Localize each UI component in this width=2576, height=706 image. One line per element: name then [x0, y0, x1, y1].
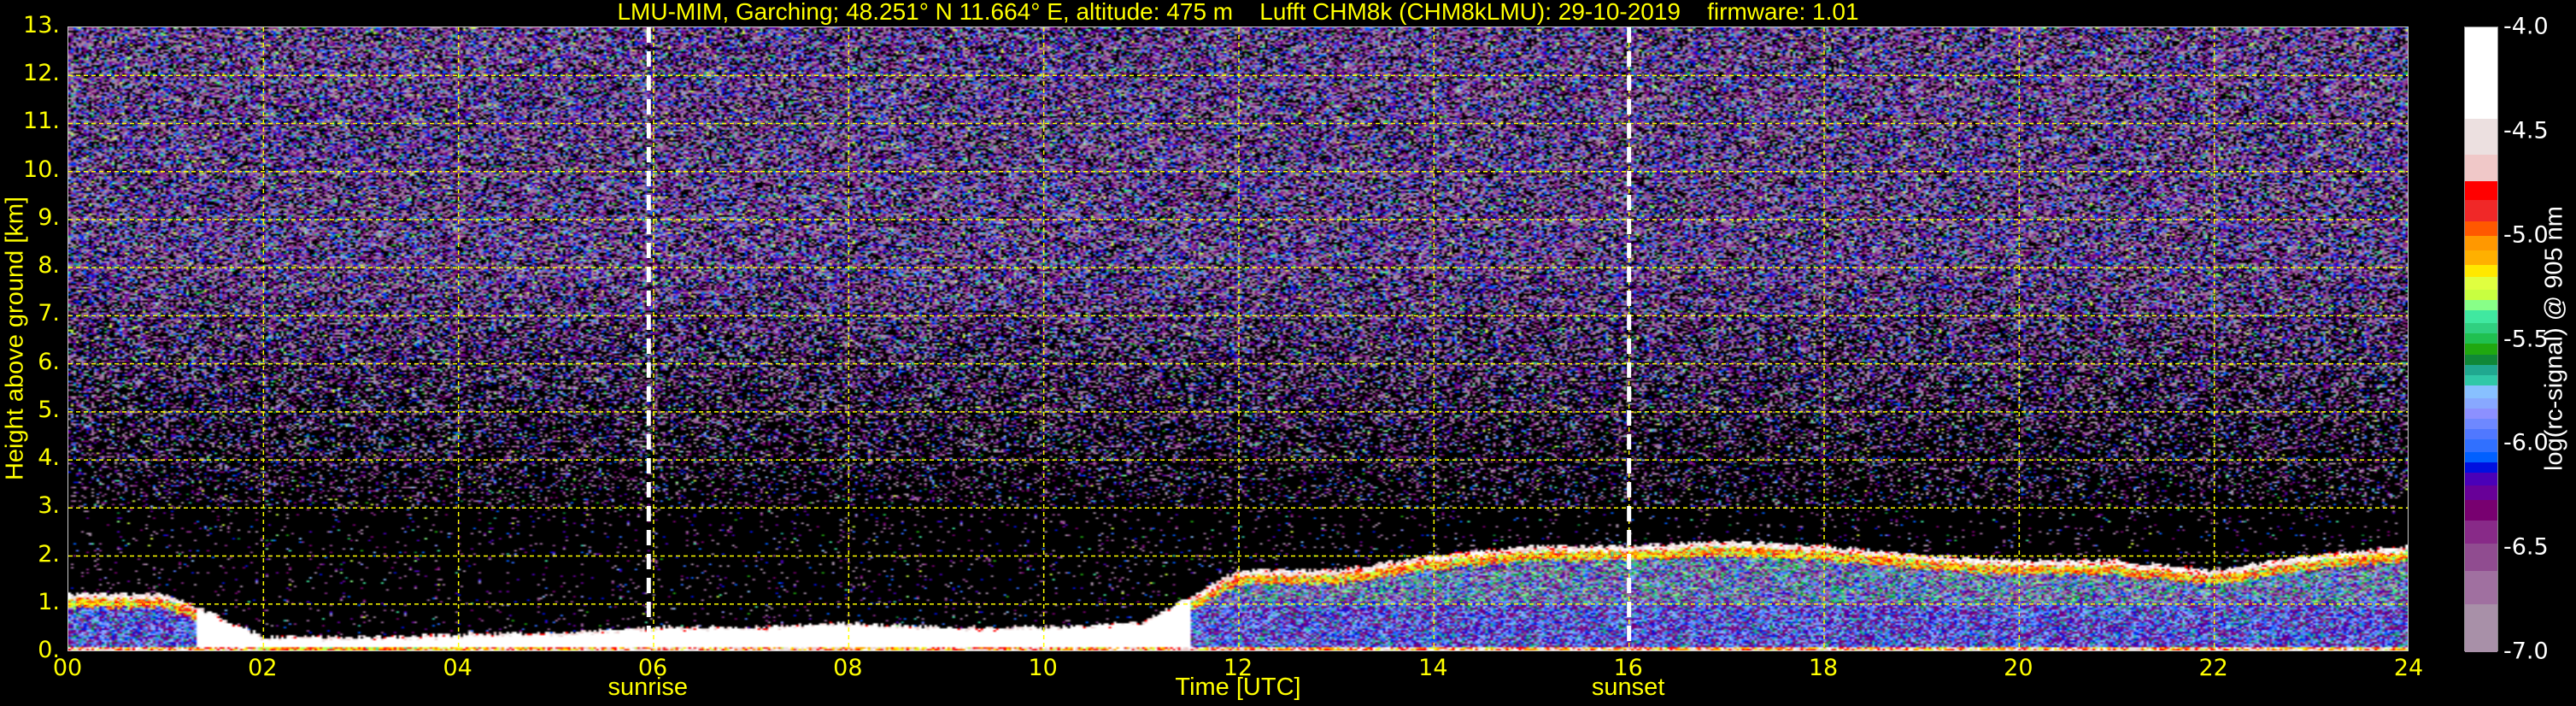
y-tick-label: 11.: [23, 108, 60, 135]
colorbar-segment: [2465, 300, 2497, 311]
colorbar-segment: [2465, 323, 2497, 334]
colorbar-tick-label: -4.5: [2503, 117, 2549, 144]
y-tick-label: 0.: [38, 637, 60, 663]
y-tick-label: 4.: [38, 444, 60, 472]
colorbar-segment: [2465, 473, 2497, 486]
y-axis-label: Height above ground [km]: [1, 196, 29, 481]
colorbar-segment: [2465, 419, 2497, 430]
colorbar-segment: [2465, 310, 2497, 324]
y-tick-label: 7.: [38, 300, 60, 327]
x-tick-label: 12: [1223, 655, 1253, 681]
y-tick-label: 9.: [38, 203, 60, 231]
colorbar-segment: [2465, 264, 2497, 278]
colorbar-segment: [2465, 27, 2497, 120]
colorbar-segment: [2465, 354, 2497, 366]
colorbar-segment: [2465, 462, 2497, 474]
x-tick-label: 20: [2004, 655, 2033, 681]
colorbar-tick-label: -6.0: [2503, 429, 2549, 456]
y-tick-label: 10.: [23, 156, 60, 183]
x-tick-label: 08: [833, 655, 863, 681]
colorbar-tick-label: -7.0: [2503, 638, 2549, 665]
x-tick-label: 22: [2198, 655, 2228, 681]
colorbar-tick-label: -4.0: [2503, 13, 2549, 40]
colorbar-segment: [2465, 439, 2497, 453]
y-tick-label: 2.: [38, 540, 60, 568]
y-tick-label: 13.: [23, 12, 60, 38]
colorbar-segment: [2465, 374, 2497, 386]
x-tick-label: 16: [1613, 655, 1643, 681]
colorbar-segment: [2465, 544, 2497, 572]
y-tick-label: 6.: [38, 348, 60, 375]
colorbar-segment: [2465, 277, 2497, 291]
x-tick-label: 24: [2393, 655, 2424, 681]
colorbar-segment: [2465, 250, 2497, 266]
x-tick-label: 06: [637, 655, 668, 681]
colorbar-segment: [2465, 521, 2497, 544]
colorbar-segment: [2465, 500, 2497, 521]
colorbar-segment: [2465, 181, 2497, 201]
x-tick-label: 10: [1028, 655, 1058, 681]
sunset-label: sunset: [1591, 674, 1665, 701]
colorbar: [2464, 26, 2498, 653]
colorbar-tick-label: -5.0: [2503, 221, 2549, 249]
sunrise-label: sunrise: [607, 674, 689, 701]
y-tick-label: 8.: [38, 252, 60, 279]
colorbar-tick-label: -6.5: [2503, 533, 2549, 561]
x-tick-label: 00: [52, 655, 83, 681]
colorbar-segment: [2465, 452, 2497, 463]
colorbar-segment: [2465, 200, 2497, 222]
colorbar-tick-label: -5.5: [2503, 326, 2549, 352]
colorbar-segment: [2465, 154, 2497, 182]
colorbar-segment: [2465, 235, 2497, 251]
x-tick-label: 04: [443, 655, 472, 681]
plot-area: [67, 26, 2409, 651]
y-tick-label: 1.: [38, 588, 60, 615]
colorbar-segment: [2465, 385, 2497, 399]
colorbar-segment: [2465, 429, 2497, 440]
x-tick-label: 14: [1418, 655, 1448, 681]
grid-lines: [68, 27, 2408, 650]
x-tick-label: 02: [248, 655, 278, 681]
y-tick-label: 5.: [38, 396, 60, 423]
colorbar-segment: [2465, 408, 2497, 420]
colorbar-segment: [2465, 364, 2497, 376]
x-tick-label: 18: [1808, 655, 1839, 681]
colorbar-segment: [2465, 397, 2497, 409]
colorbar-segment: [2465, 603, 2497, 653]
colorbar-segment: [2465, 333, 2497, 344]
x-axis-label: Time [UTC]: [1175, 674, 1301, 701]
colorbar-segment: [2465, 221, 2497, 237]
colorbar-segment: [2465, 119, 2497, 156]
chart-title: LMU-MIM, Garching; 48.251° N 11.664° E, …: [617, 0, 1859, 25]
y-tick-label: 12.: [23, 60, 60, 87]
y-tick-label: 3.: [38, 492, 60, 520]
colorbar-segment: [2465, 485, 2497, 501]
colorbar-segment: [2465, 344, 2497, 356]
colorbar-segment: [2465, 290, 2497, 301]
colorbar-segment: [2465, 570, 2497, 605]
